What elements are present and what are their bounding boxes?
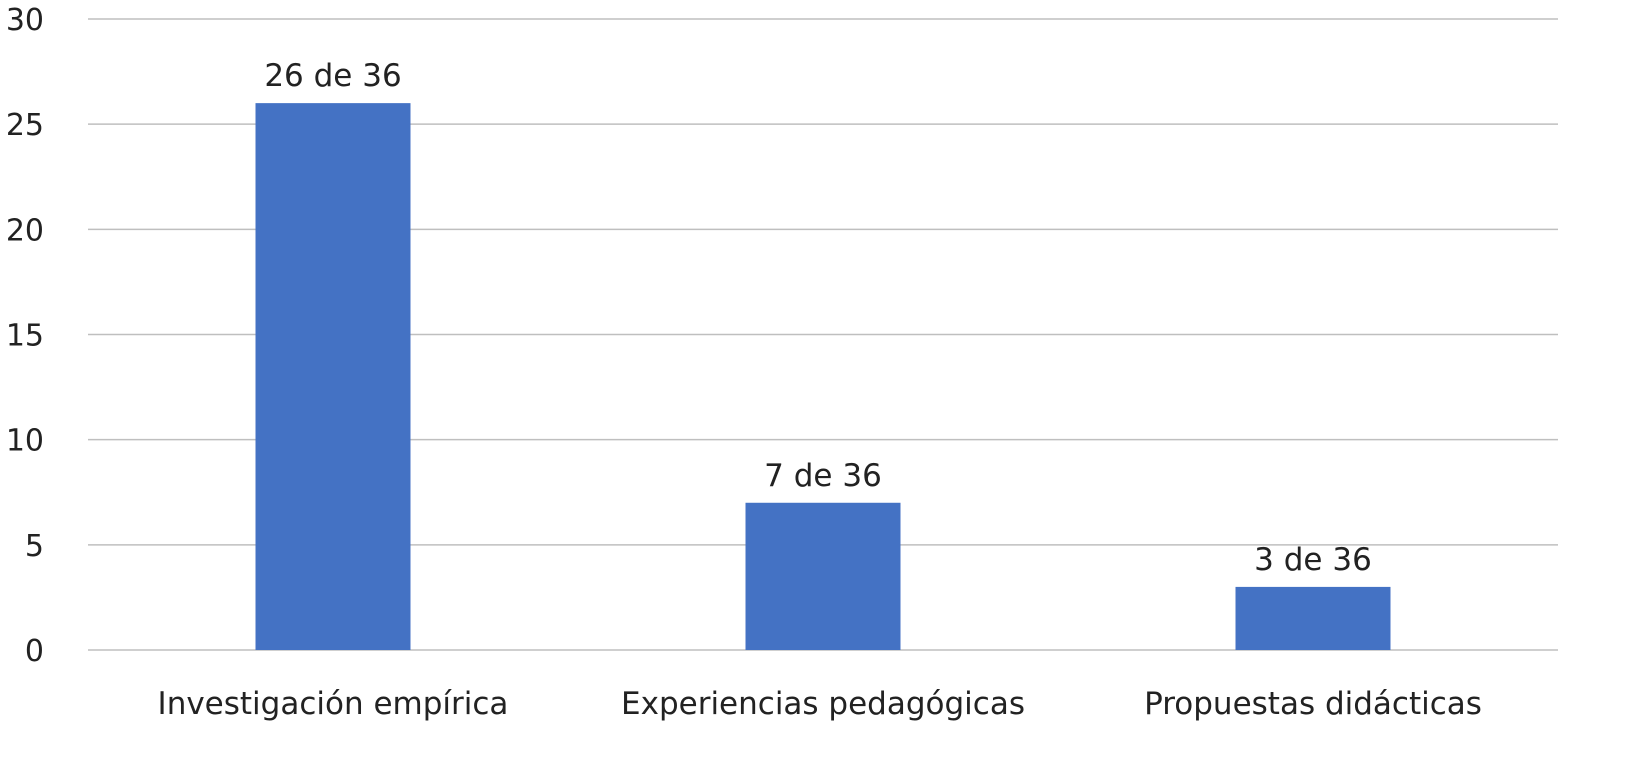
y-tick-label-15: 15	[6, 319, 44, 354]
bar-1	[255, 103, 411, 651]
bars	[255, 103, 1391, 651]
y-tick-label-20: 20	[6, 213, 44, 248]
category-label-2: Experiencias pedagógicas	[621, 686, 1025, 722]
data-labels: 26 de 36 7 de 36 3 de 36	[264, 58, 1372, 578]
category-label-1: Investigación empírica	[158, 686, 509, 722]
data-label-1: 26 de 36	[264, 58, 401, 94]
y-tick-label-0: 0	[25, 634, 44, 669]
y-tick-label-25: 25	[6, 108, 44, 143]
x-axis-categories: Investigación empírica Experiencias pedag…	[158, 686, 1482, 722]
data-label-2: 7 de 36	[764, 458, 882, 494]
data-label-3: 3 de 36	[1254, 542, 1372, 578]
bar-2	[745, 502, 901, 650]
y-tick-label-30: 30	[6, 3, 44, 38]
y-tick-label-5: 5	[25, 529, 44, 564]
category-label-3: Propuestas didácticas	[1144, 686, 1482, 722]
y-axis-ticks: 0 5 10 15 20 25 30	[6, 3, 44, 669]
bar-3	[1235, 586, 1391, 650]
y-tick-label-10: 10	[6, 424, 44, 459]
